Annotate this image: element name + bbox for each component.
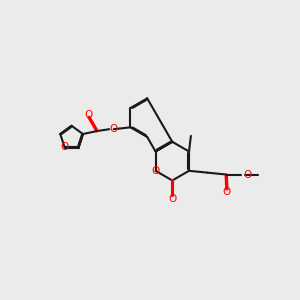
Text: O: O — [223, 187, 231, 197]
Text: O: O — [152, 166, 160, 176]
Text: O: O — [61, 142, 69, 152]
Text: O: O — [243, 169, 251, 179]
Text: O: O — [85, 110, 93, 120]
Text: O: O — [168, 194, 176, 204]
Text: O: O — [110, 124, 118, 134]
